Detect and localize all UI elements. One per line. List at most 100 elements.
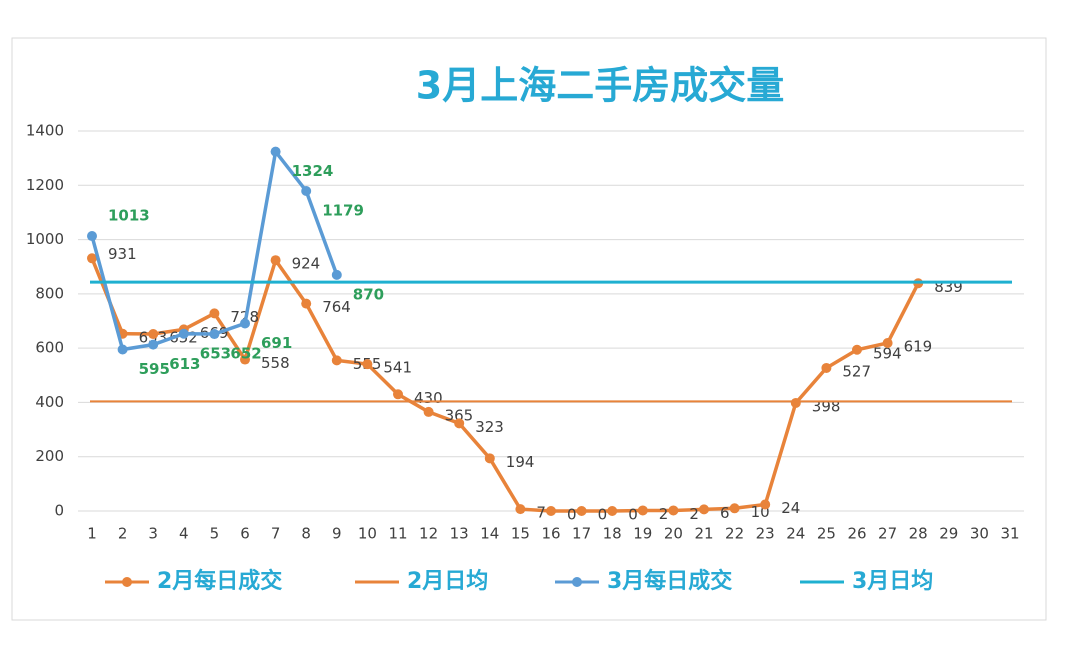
data-label: 613 [169,355,200,373]
legend-marker [572,577,582,587]
data-label: 0 [598,506,608,524]
x-tick-label: 27 [878,525,897,543]
y-tick-label: 400 [35,393,64,411]
data-label: 1324 [292,162,334,180]
x-tick-label: 9 [332,525,342,543]
data-label: 924 [292,255,321,273]
data-point [852,344,862,355]
x-tick-label: 11 [388,525,407,543]
x-tick-label: 6 [240,525,250,543]
data-point [423,406,434,417]
data-point [484,453,495,464]
data-point [607,506,618,516]
data-label: 7 [536,504,546,522]
legend-label: 2月每日成交 [157,568,282,594]
x-tick-label: 5 [210,525,220,543]
x-tick-label: 24 [786,525,805,543]
y-tick-label: 0 [54,502,64,520]
data-label: 194 [506,453,535,471]
legend-label: 3月每日成交 [607,568,732,594]
data-label: 24 [781,499,800,517]
x-tick-label: 26 [847,525,866,543]
data-point [301,185,312,196]
data-label: 594 [873,344,902,362]
x-tick-label: 15 [511,525,530,543]
data-label: 6 [720,504,730,522]
y-tick-label: 600 [35,339,64,357]
data-point [729,503,740,514]
data-label: 323 [475,418,504,436]
data-point [637,505,648,516]
data-label: 931 [108,245,137,263]
data-label: 652 [230,345,261,363]
legend-marker [122,577,132,587]
x-tick-label: 8 [301,525,311,543]
data-point [148,329,159,340]
x-tick-label: 29 [939,525,958,543]
x-tick-label: 12 [419,525,438,543]
data-point [668,505,679,516]
x-tick-label: 30 [970,525,989,543]
x-tick-label: 3 [148,525,158,543]
x-tick-label: 28 [909,525,928,543]
y-tick-label: 200 [35,447,64,465]
data-point [240,354,250,365]
x-tick-label: 31 [1000,525,1019,543]
x-tick-label: 2 [118,525,128,543]
data-label: 527 [842,362,871,380]
data-label: 2 [659,505,669,523]
data-label: 595 [139,360,170,378]
x-tick-label: 16 [541,525,560,543]
data-point [546,506,556,516]
data-point [209,329,220,340]
data-point [301,298,312,309]
data-point [454,418,465,429]
data-point [699,504,709,515]
data-label: 1179 [322,201,364,219]
data-point [87,231,97,242]
data-label: 0 [567,506,577,524]
x-tick-label: 25 [817,525,836,543]
data-label: 764 [322,298,351,316]
x-tick-label: 4 [179,525,189,543]
data-point [362,359,373,370]
data-point [393,389,403,400]
x-tick-label: 23 [756,525,775,543]
y-tick-label: 1400 [26,122,64,140]
data-point [821,362,832,373]
legend-label: 3月日均 [852,568,933,594]
data-point [882,337,893,348]
data-point [209,308,220,319]
y-tick-label: 1000 [26,230,64,248]
data-point [270,255,281,266]
y-tick-label: 800 [35,284,64,302]
series-line [90,256,920,513]
data-label: 541 [383,359,412,377]
x-tick-label: 10 [358,525,377,543]
x-tick-label: 13 [450,525,469,543]
data-label: 398 [812,397,841,415]
data-point [178,328,189,339]
data-label: 430 [414,389,443,407]
data-label: 870 [353,285,384,303]
data-label: 2 [689,505,699,523]
data-label: 653 [200,344,231,362]
data-point [117,344,128,355]
x-tick-label: 20 [664,525,683,543]
data-label: 558 [261,354,290,372]
data-label: 365 [445,406,474,424]
x-tick-label: 7 [271,525,281,543]
data-point [240,318,250,329]
chart-title: 3月上海二手房成交量 [416,64,784,108]
x-tick-label: 18 [603,525,622,543]
data-label: 691 [261,334,292,352]
y-tick-label: 1200 [26,176,64,194]
data-point [331,355,342,366]
data-label: 1013 [108,207,150,225]
x-tick-label: 14 [480,525,499,543]
data-point [790,397,801,408]
x-tick-label: 19 [633,525,652,543]
data-point [148,339,159,350]
data-label: 0 [628,506,638,524]
